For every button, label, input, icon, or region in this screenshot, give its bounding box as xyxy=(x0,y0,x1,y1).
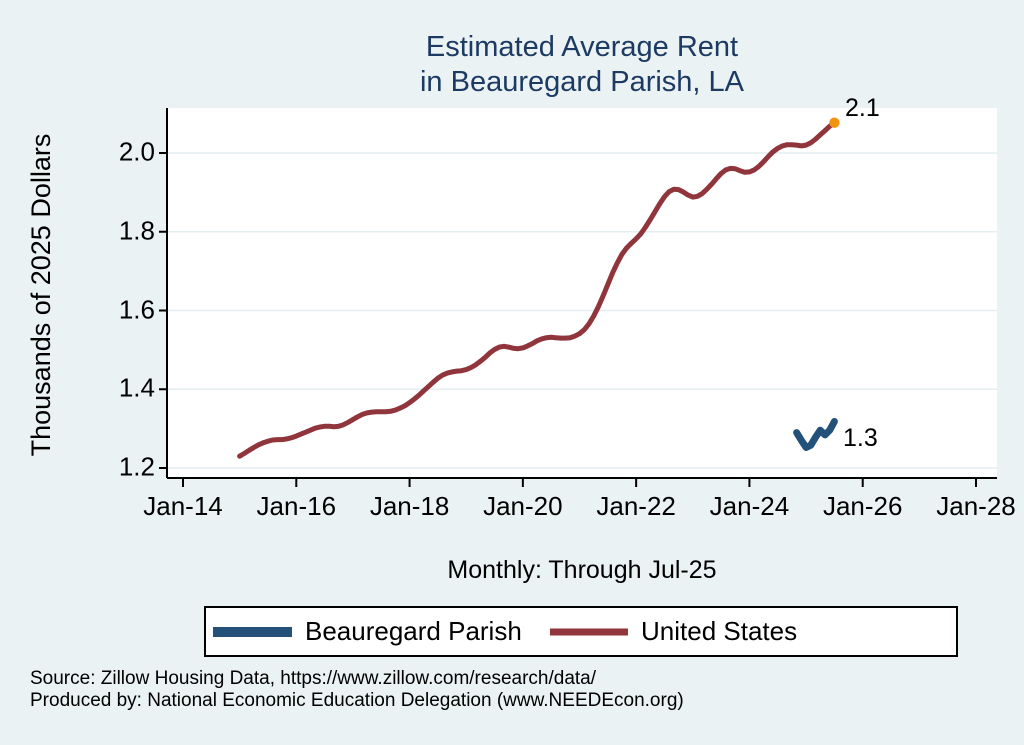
x-axis-caption: Monthly: Through Jul-25 xyxy=(447,556,717,584)
x-tick-label-Jan-20: Jan-20 xyxy=(483,491,563,521)
x-tick-label-Jan-26: Jan-26 xyxy=(822,491,903,521)
plot-background xyxy=(167,108,997,478)
legend-label-united-states: United States xyxy=(641,615,798,646)
x-tick-label-Jan-18: Jan-18 xyxy=(369,491,450,521)
legend-label-beauregard-parish: Beauregard Parish xyxy=(305,615,522,646)
x-tick-label-Jan-28: Jan-28 xyxy=(936,491,1016,521)
source-note: Source: Zillow Housing Data, https://www… xyxy=(30,668,684,712)
legend-swatch-beauregard-parish xyxy=(213,626,292,637)
chart-title-line1: Estimated Average Rent xyxy=(425,31,739,63)
y-tick-label-2.0: 2.0 xyxy=(118,136,155,167)
produced-by-line: Produced by: National Economic Education… xyxy=(30,690,684,711)
x-tick-label-Jan-24: Jan-24 xyxy=(709,491,790,521)
parish-end-value-label: 1.3 xyxy=(843,424,878,452)
x-tick-label-Jan-22: Jan-22 xyxy=(596,491,676,521)
chart-title: Estimated Average Rent in Beauregard Par… xyxy=(167,30,997,100)
series-line-beauregard-parish xyxy=(793,418,838,451)
legend-swatch-united-states xyxy=(550,628,628,635)
legend: Beauregard Parish United States xyxy=(204,606,958,657)
x-tick-label-Jan-14: Jan-14 xyxy=(143,491,223,521)
y-tick-label-1.6: 1.6 xyxy=(118,293,155,324)
y-tick-label-1.2: 1.2 xyxy=(118,451,155,482)
chart-title-line2: in Beauregard Parish, LA xyxy=(419,66,745,98)
series-line-united-states xyxy=(237,120,837,459)
y-tick-label-1.8: 1.8 xyxy=(118,215,155,246)
source-line: Source: Zillow Housing Data, https://www… xyxy=(30,668,597,689)
y-tick-label-1.4: 1.4 xyxy=(118,372,155,403)
y-axis-title: Thousands of 2025 Dollars xyxy=(26,133,56,457)
latest-point-marker xyxy=(829,117,840,128)
x-tick-label-Jan-16: Jan-16 xyxy=(256,491,337,521)
us-end-value-label: 2.1 xyxy=(845,94,880,122)
